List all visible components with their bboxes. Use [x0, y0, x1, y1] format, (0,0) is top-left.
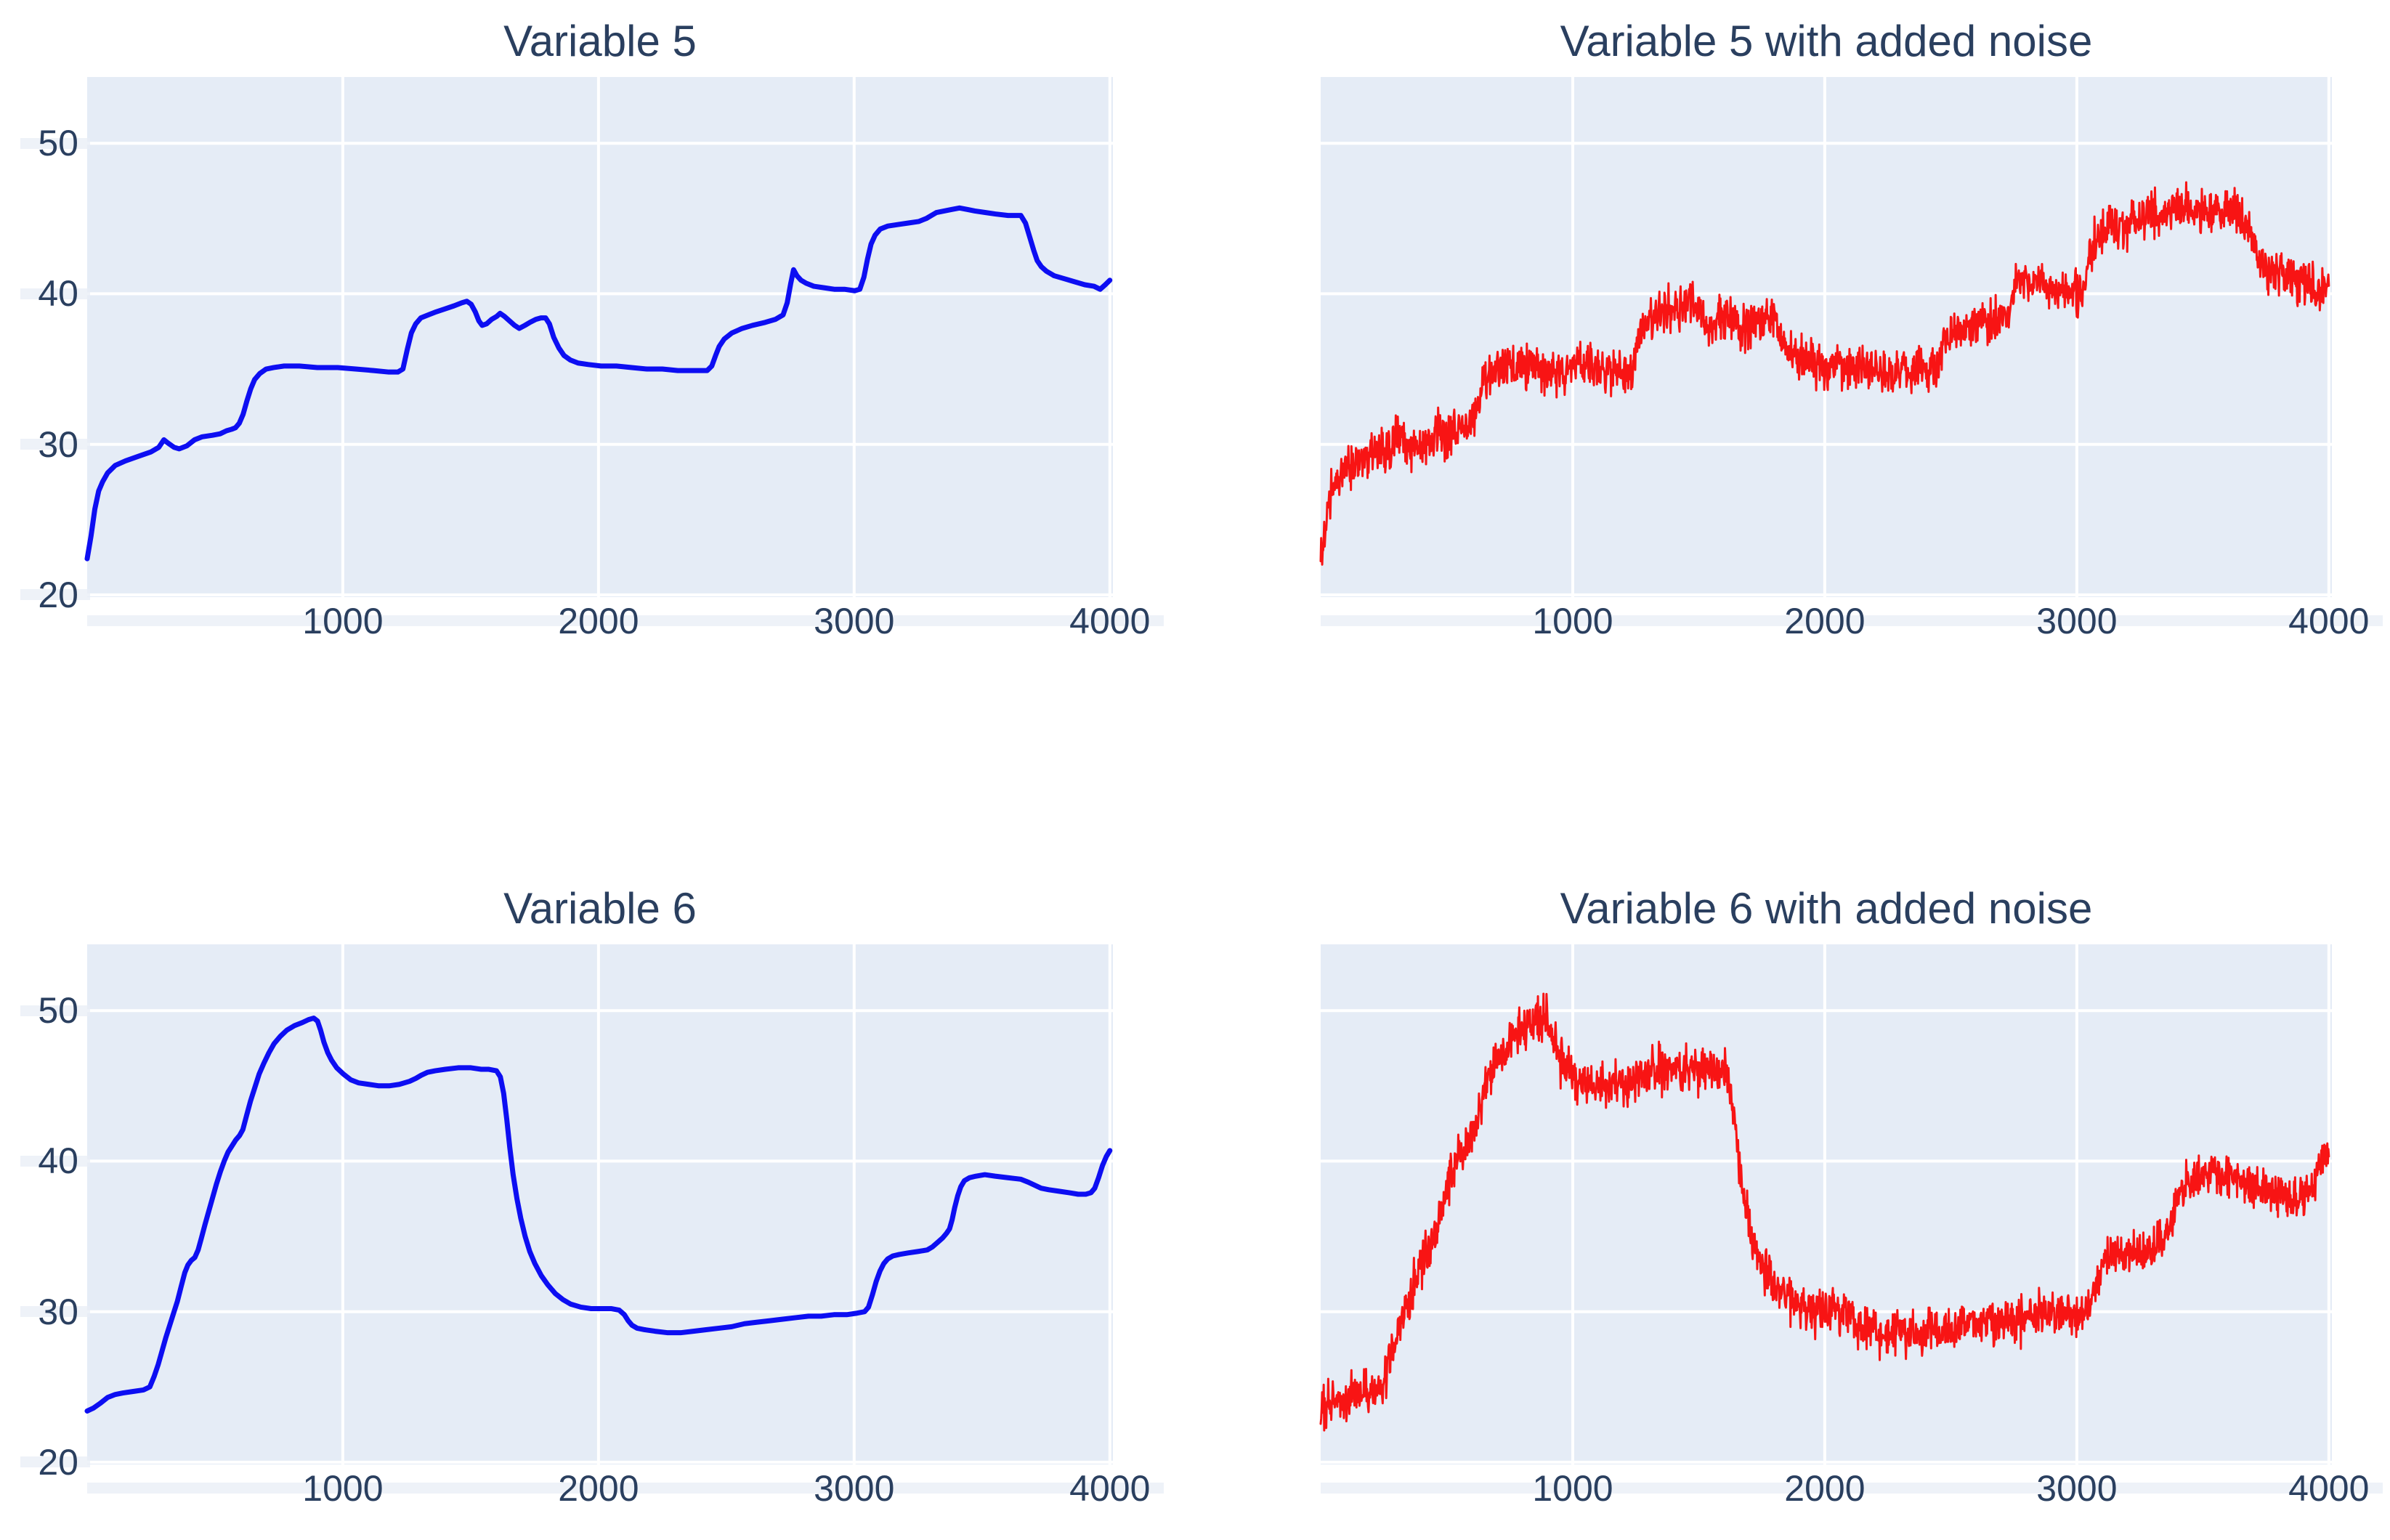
series-line-variable5_noise [1319, 181, 2330, 566]
chart-title-variable6: Variable 6 [503, 884, 697, 933]
y-ticklabel-halo [20, 1155, 90, 1167]
subplot-variable6: Variable 6 1000 2000 3000 4000 20 30 40 50 [20, 885, 1164, 1507]
plot-area-variable6_noise[interactable] [1319, 944, 2332, 1464]
x-ticklabel-halo [1321, 615, 2383, 626]
subplot-variable6_noise: Variable 6 with added noise 1000 2000 3000 4… [1319, 885, 2383, 1507]
x-tick-label-variable5_noise: 3000 [2036, 601, 2118, 641]
series-line-variable6 [84, 1016, 1113, 1414]
plot-background [1321, 77, 2332, 597]
x-tick-label-variable6_noise: 3000 [2036, 1468, 2118, 1509]
subplot-variable5: Variable 5 1000 2000 3000 4000 20 30 40 50 [20, 18, 1164, 639]
x-tick-label-variable5: 3000 [814, 601, 895, 641]
y-tick-label-variable6: 40 [38, 1140, 78, 1182]
y-tick-label-variable6: 20 [38, 1441, 78, 1483]
chart-title-variable6_noise: Variable 6 with added noise [1560, 884, 2093, 933]
x-tick-label-variable5: 1000 [302, 601, 384, 641]
x-tick-label-variable5_noise: 1000 [1532, 601, 1613, 641]
x-ticklabel-halo [1321, 1483, 2383, 1494]
plot-background [87, 944, 1113, 1464]
plot-background [1321, 944, 2332, 1464]
series-line-variable6_noise [1319, 992, 2330, 1432]
x-tick-label-variable6: 2000 [558, 1468, 639, 1509]
y-tick-label-variable6: 30 [38, 1291, 78, 1332]
x-ticklabel-halo [87, 615, 1164, 626]
x-tick-label-variable5_noise: 4000 [2288, 601, 2370, 641]
x-tick-label-variable6: 4000 [1069, 1468, 1151, 1509]
x-tick-label-variable6: 3000 [814, 1468, 895, 1509]
x-tick-label-variable6_noise: 1000 [1532, 1468, 1613, 1509]
y-tick-label-variable6: 50 [38, 990, 78, 1032]
plot-area-variable5_noise[interactable] [1319, 77, 2332, 597]
x-tick-label-variable6: 1000 [302, 1468, 384, 1509]
chart-title-variable5: Variable 5 [503, 17, 697, 65]
x-tick-label-variable5_noise: 2000 [1784, 601, 1866, 641]
y-ticklabel-halo [20, 1306, 90, 1318]
y-ticklabel-halo [20, 288, 90, 299]
x-tick-label-variable6_noise: 2000 [1784, 1468, 1866, 1509]
y-tick-label-variable5: 40 [38, 273, 78, 315]
y-ticklabel-halo [20, 1456, 90, 1468]
y-ticklabel-halo [20, 1005, 90, 1016]
chart-title-variable5_noise: Variable 5 with added noise [1560, 17, 2093, 65]
y-tick-label-variable5: 50 [38, 123, 78, 164]
plot-background [87, 77, 1113, 597]
plot-area-variable5[interactable] [84, 77, 1113, 597]
x-tick-label-variable6_noise: 4000 [2288, 1468, 2370, 1509]
x-ticklabel-halo [87, 1483, 1164, 1494]
y-tick-label-variable5: 20 [38, 574, 78, 615]
series-line-variable5 [84, 205, 1113, 562]
y-ticklabel-halo [20, 589, 90, 601]
subplot-variable5_noise: Variable 5 with added noise 1000 2000 3000 4… [1319, 18, 2383, 639]
plot-area-variable6[interactable] [84, 944, 1113, 1464]
y-ticklabel-halo [20, 439, 90, 450]
x-tick-label-variable5: 4000 [1069, 601, 1151, 641]
y-tick-label-variable5: 30 [38, 423, 78, 465]
x-tick-label-variable5: 2000 [558, 601, 639, 641]
y-ticklabel-halo [20, 137, 90, 149]
